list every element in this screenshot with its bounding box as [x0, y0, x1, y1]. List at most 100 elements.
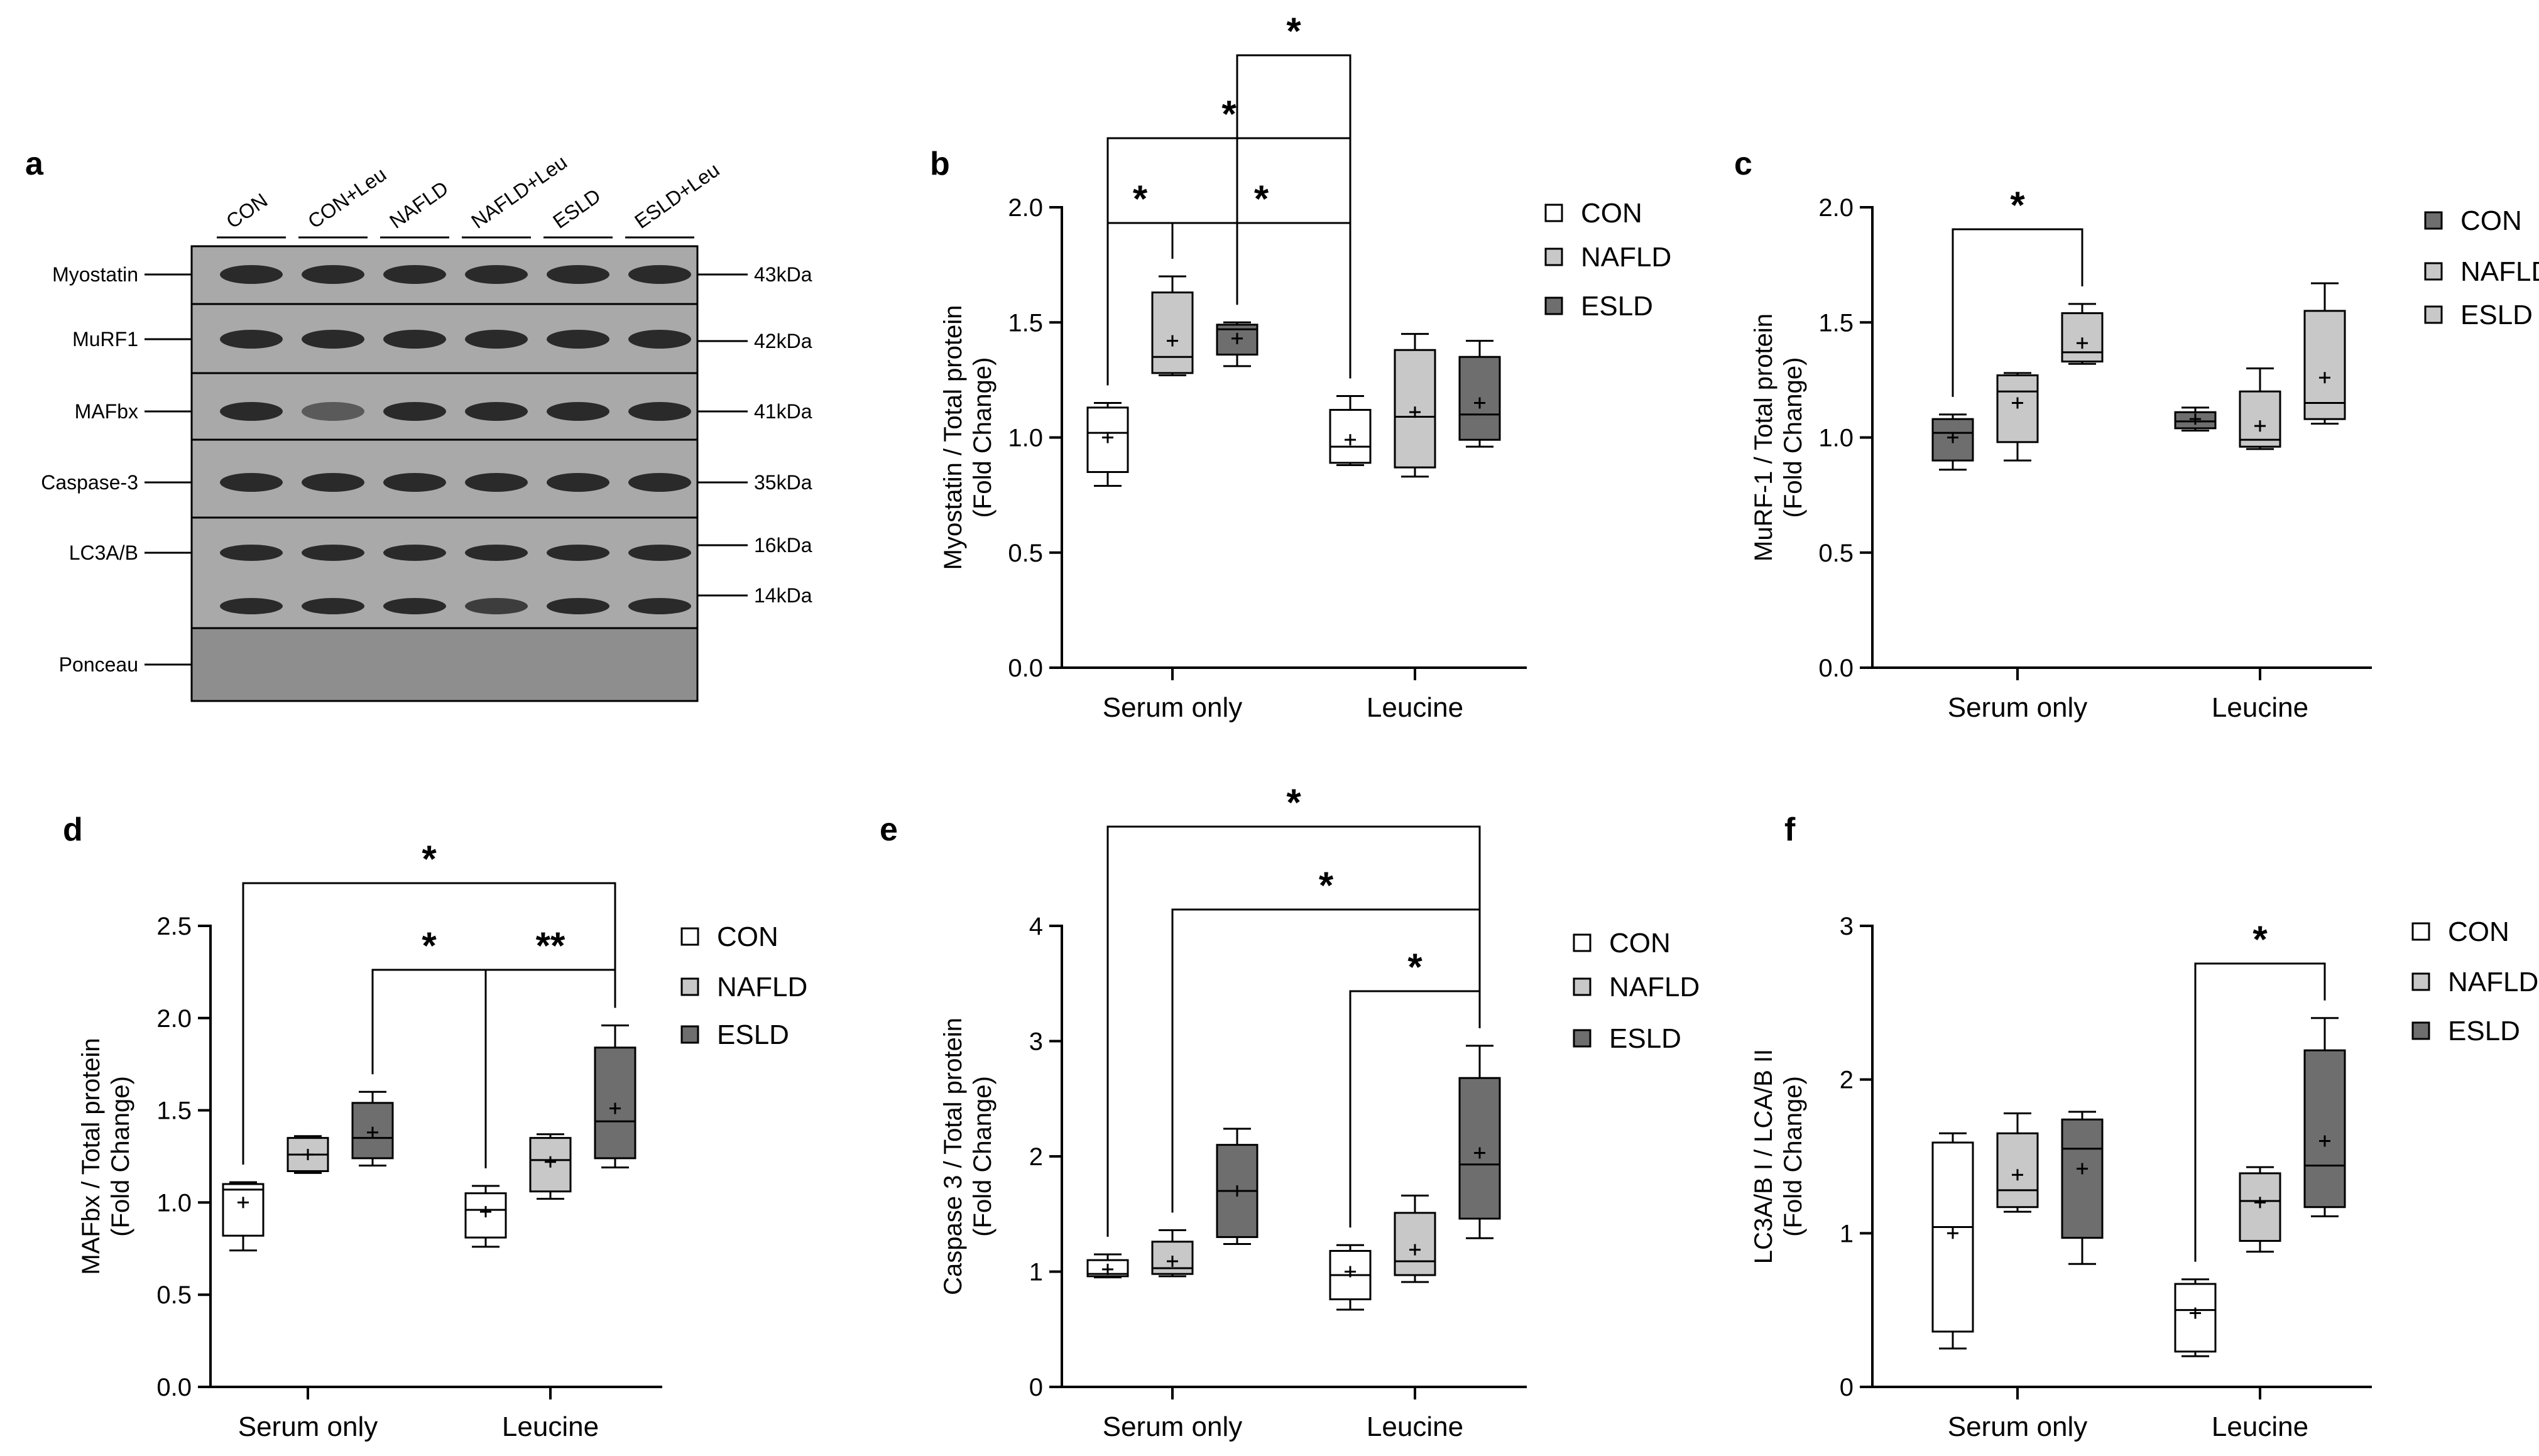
legend-item: NAFLD [1573, 972, 1700, 1002]
box-plot [1394, 1194, 1436, 1283]
y-tick-label: 0.0 [1818, 655, 1854, 682]
blot-band [383, 265, 446, 284]
legend-item: CON [2424, 205, 2522, 236]
box-plot [2061, 1111, 2104, 1265]
panel-label: b [930, 146, 950, 182]
blot-band [465, 473, 528, 492]
y-axis-label-units: (Fold Change) [969, 1076, 996, 1237]
significance-bracket: * [1952, 184, 2083, 397]
lane-label: CON [222, 188, 271, 232]
legend-swatch [1573, 977, 1592, 996]
y-axis-label-units: (Fold Change) [107, 1076, 134, 1237]
blot-band [383, 598, 446, 614]
blot-band [628, 473, 691, 492]
blot-band [465, 545, 528, 561]
x-tick-label: Serum only [1103, 1411, 1243, 1442]
blot-row-label: Caspase-3 [41, 471, 138, 494]
legend-item: CON [1573, 928, 1671, 959]
blot-row: MuRF1 42kDa [72, 303, 812, 374]
significance-bracket: * [1236, 10, 1351, 379]
box [1996, 374, 2039, 443]
legend-label: CON [717, 921, 778, 952]
box-plot [594, 1024, 636, 1169]
y-tick-label: 1.5 [1008, 309, 1043, 337]
legend-swatch [2411, 922, 2430, 941]
blot-band [628, 598, 691, 614]
x-tick-label: Serum only [238, 1411, 378, 1442]
x-tick-label: Leucine [2212, 692, 2308, 723]
bracket-line [1171, 908, 1481, 1213]
y-tick-label: 0.0 [1008, 655, 1043, 682]
box [2303, 310, 2346, 420]
blot-band [547, 598, 609, 614]
legend-swatch [1544, 296, 1563, 315]
legend-swatch [680, 977, 699, 996]
blot-band [302, 473, 364, 492]
y-tick-label: 2.5 [156, 913, 192, 940]
blot-row-label: MAFbx [75, 400, 138, 423]
blot-band [628, 402, 691, 421]
legend-swatch [680, 927, 699, 946]
blot-row: LC3A/B 16kDa 14kDa [69, 516, 812, 629]
y-tick-label: 1 [1029, 1259, 1043, 1286]
box-plot [1329, 1244, 1372, 1311]
blot-band [547, 473, 609, 492]
box-plot [2239, 1166, 2281, 1253]
y-tick-label: 1 [1840, 1220, 1854, 1247]
bracket-line [1106, 825, 1481, 1237]
legend-label: ESLD [2460, 300, 2533, 330]
chart-panel-b: b 0.0 0.5 1.0 1.5 2.0 Serum only Leucine Myostat… [930, 10, 1671, 723]
box [2061, 1118, 2104, 1239]
significance-bracket: * [1171, 864, 1481, 1213]
blot-band [547, 402, 609, 421]
box-plot [351, 1090, 394, 1167]
x-tick-label: Leucine [2212, 1411, 2308, 1442]
box-plot [1996, 1112, 2039, 1213]
box-plot [1329, 395, 1372, 466]
significance-star: * [422, 838, 437, 880]
lane-label: NAFLD [385, 177, 452, 233]
box [2239, 1172, 2281, 1242]
significance-bracket: * [1106, 781, 1481, 1237]
legend-swatch [1573, 933, 1592, 952]
box-plot [2061, 303, 2104, 365]
y-tick-label: 2 [1840, 1067, 1854, 1094]
y-axis-label-units: (Fold Change) [1779, 357, 1807, 518]
blot-row: MAFbx 41kDa [75, 372, 812, 441]
box [222, 1183, 265, 1237]
blot-band [220, 598, 283, 614]
legend-label: CON [2448, 916, 2509, 947]
y-tick-label: 3 [1840, 913, 1854, 940]
blot-strip [190, 627, 699, 702]
significance-star: ** [536, 925, 565, 967]
x-tick-label: Leucine [1367, 1411, 1463, 1442]
legend-swatch [2411, 1021, 2430, 1040]
legend-swatch [1573, 1029, 1592, 1048]
box [2303, 1049, 2346, 1209]
blot-row-label: MuRF1 [72, 328, 138, 350]
significance-star: * [1133, 178, 1148, 220]
box-plot [1996, 372, 2039, 462]
x-tick-label: Leucine [502, 1411, 599, 1442]
chart-panel-d: d 0.0 0.5 1.0 1.5 2.0 2.5 Serum only Leucine MAFb… [63, 812, 807, 1442]
box-plot [1931, 413, 1974, 471]
y-tick-label: 3 [1029, 1028, 1043, 1056]
y-tick-label: 0.5 [1818, 540, 1854, 567]
x-tick-label: Serum only [1103, 692, 1243, 723]
blot-row-label: Myostatin [52, 263, 138, 286]
bracket-line [2194, 962, 2326, 1262]
bracket-line [1952, 228, 2083, 397]
box-plot [529, 1133, 572, 1200]
blot-band [628, 545, 691, 561]
bracket-line [484, 969, 616, 1168]
blot-band [465, 402, 528, 421]
chart-panel-e: e 0 1 2 3 4 Serum only Leucine Caspase 3 / Total… [880, 781, 1700, 1442]
significance-bracket: ** [484, 925, 616, 1168]
legend-item: CON [1544, 198, 1642, 229]
box-plot [1086, 1253, 1129, 1279]
bracket-line [242, 882, 616, 1165]
blot-band [220, 473, 283, 492]
size-label: 42kDa [754, 330, 812, 352]
y-tick-label: 0 [1029, 1374, 1043, 1401]
legend-item: ESLD [680, 1019, 789, 1050]
